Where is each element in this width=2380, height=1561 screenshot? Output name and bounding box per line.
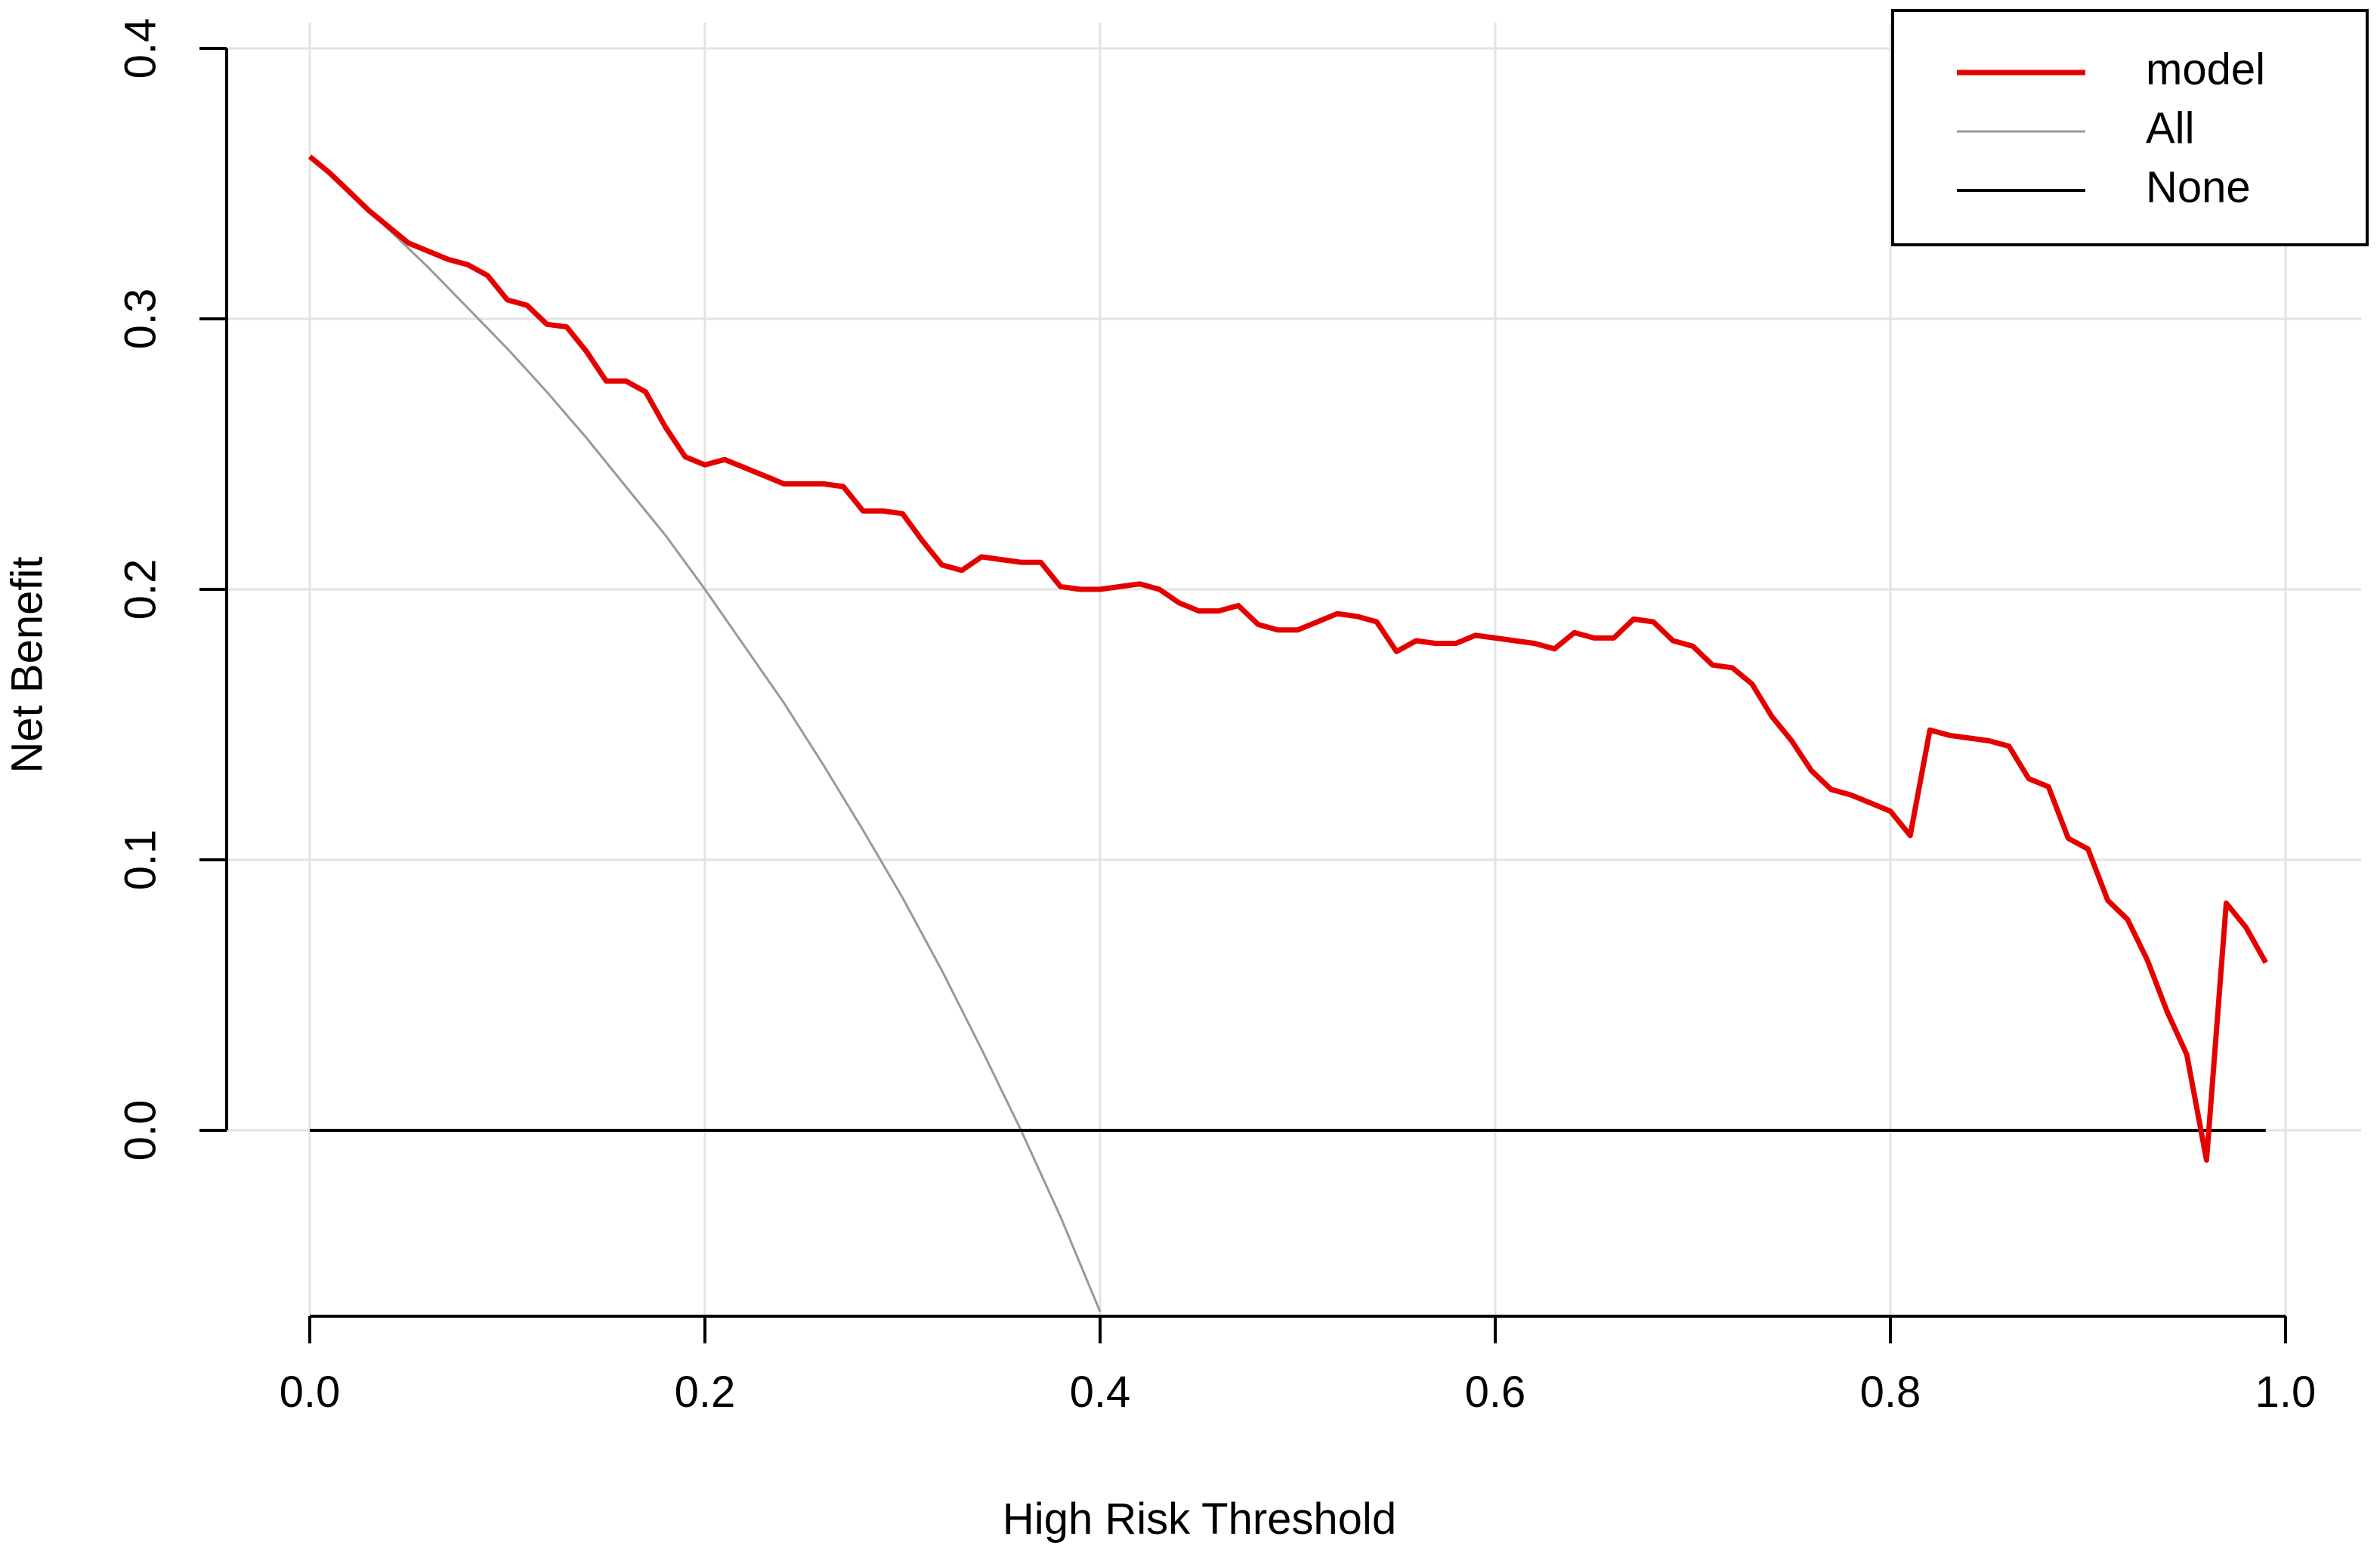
legend: model All None (1891, 9, 2369, 246)
y-tick-label: 0.4 (116, 18, 165, 79)
x-tick-label: 0.4 (1070, 1368, 1131, 1417)
legend-label-all: All (2146, 104, 2194, 153)
series-line-all (309, 156, 1102, 1312)
legend-label-model: model (2146, 45, 2265, 94)
x-tick-label: 0.8 (1860, 1368, 1921, 1417)
y-tick-label: 0.0 (116, 1100, 165, 1161)
legend-box (1891, 9, 2369, 246)
x-tick-label: 0.2 (675, 1368, 736, 1417)
y-tick-label: 0.3 (116, 289, 165, 350)
y-tick-label: 0.2 (116, 559, 165, 620)
axes: 0.0 0.2 0.4 0.6 0.8 1.0 0.0 0.1 0.2 0.3 0.4 (116, 18, 2316, 1417)
series-lines (308, 154, 2268, 1312)
x-tick-label: 1.0 (2255, 1368, 2317, 1417)
x-tick-label: 0.0 (280, 1368, 341, 1417)
y-tick-label: 0.1 (116, 830, 165, 891)
y-axis-title: Net Benefit (2, 557, 51, 774)
legend-label-none: None (2146, 162, 2251, 212)
x-tick-label: 0.6 (1465, 1368, 1526, 1417)
series-line-model (308, 154, 2268, 1163)
x-axis-title: High Risk Threshold (1003, 1495, 1396, 1544)
